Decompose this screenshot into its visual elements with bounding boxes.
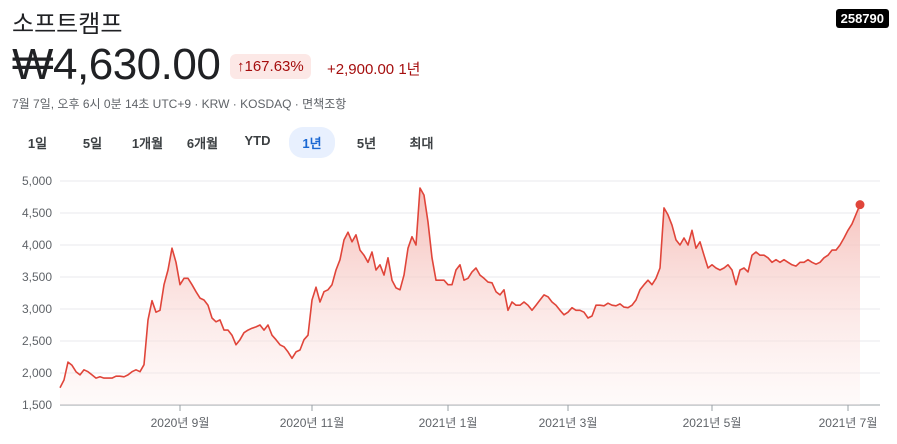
last-point [855,200,865,210]
x-tick-label: 2020년 9월 [151,416,210,430]
y-tick-label: 3,500 [22,270,52,284]
x-tick-label: 2020년 11월 [280,416,345,430]
y-tick-label: 1,500 [22,398,52,412]
x-tick-label: 2021년 1월 [419,416,478,430]
y-tick-label: 4,000 [22,238,52,252]
ticker: 258790 [835,9,889,28]
price-line [59,187,861,389]
arrow-icon: ↑ [237,58,245,75]
range-tab[interactable]: 5일 [82,136,103,151]
y-tick-label: 5,000 [22,174,52,188]
change-badge: ↑167.63% [230,54,311,79]
change-pct: 167.63% [244,58,304,75]
range-tab[interactable]: 1일 [27,136,48,151]
period: 1년 [398,61,421,78]
info: 7월 7일, 오후 6시 0분 14초 UTC+9 · KRW · KOSDAQ… [12,97,347,111]
stock-name: 소프트캠프 [12,11,123,38]
range-tab[interactable]: 1개월 [131,136,164,151]
x-tick-label: 2021년 3월 [539,416,598,430]
change-abs-row: +2,900.00 1년 [327,58,420,79]
range-tab[interactable]: 1년 [289,127,335,158]
y-tick-label: 2,000 [22,366,52,380]
x-tick-label: 2021년 7월 [819,416,878,430]
area [60,188,860,405]
price: ₩4,630.00 [12,40,221,89]
range-tab[interactable]: YTD [244,133,271,148]
y-tick-label: 4,500 [22,206,52,220]
change-abs: +2,900.00 [327,61,395,78]
range-tab[interactable]: 최대 [409,136,434,151]
range-tab[interactable]: 5년 [356,136,377,151]
range-tab[interactable]: 6개월 [186,136,219,151]
range-tabs: 1일 5일 1개월 6개월 YTD 1년 5년 최대 [10,127,449,158]
x-tick-label: 2021년 5월 [683,416,742,430]
y-tick-label: 3,000 [22,302,52,316]
y-tick-label: 2,500 [22,334,52,348]
